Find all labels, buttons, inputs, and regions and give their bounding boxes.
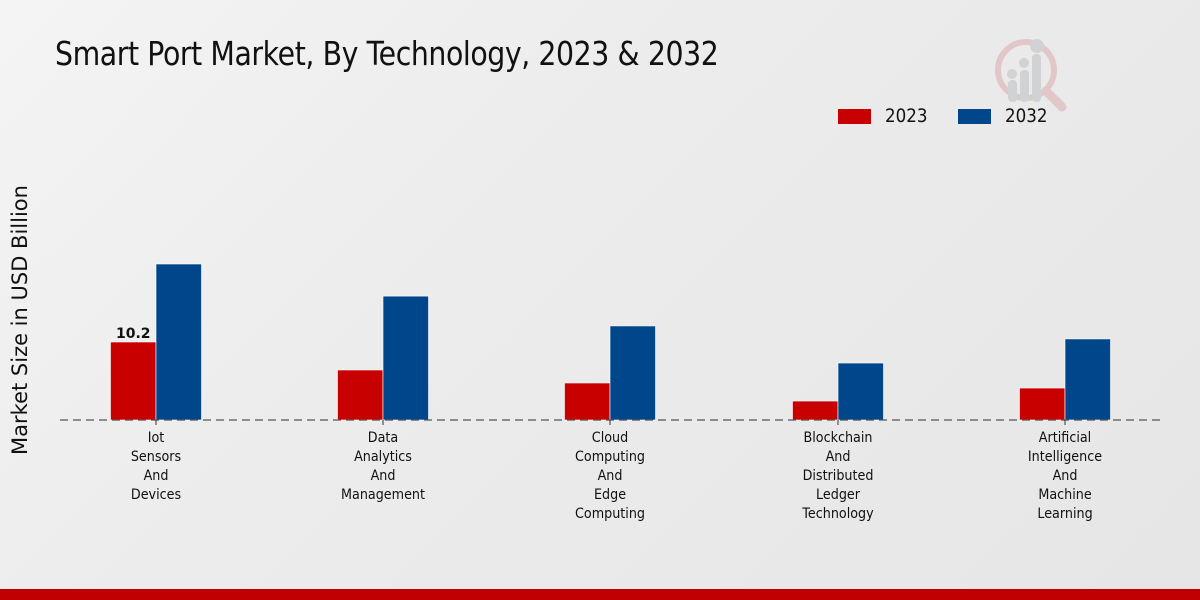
bar-2032-3: [837, 362, 884, 421]
x-tick-label-line: Devices: [131, 486, 181, 503]
x-tick-label-line: Intelligence: [1028, 448, 1102, 465]
legend-label-2032: 2032: [1005, 105, 1048, 127]
bar-2032-2: [609, 325, 656, 421]
x-tick-label: Cloud Computing And Edge Computing: [575, 429, 645, 522]
x-tick-label-line: Technology: [801, 505, 873, 522]
x-tick-label-line: And: [144, 467, 169, 484]
bar-2032-1: [382, 295, 429, 421]
data-label: 10.2: [116, 326, 151, 342]
x-tick-label: Blockchain And Distributed Ledger Technology: [801, 429, 873, 522]
x-tick-label-line: And: [598, 467, 623, 484]
x-tick-label-line: Distributed: [803, 467, 874, 484]
x-tick-label-line: Management: [341, 486, 426, 503]
legend-swatch-2023: [838, 108, 871, 124]
x-tick-label-line: Computing: [575, 505, 645, 522]
x-tick-label-line: Sensors: [131, 448, 181, 465]
x-tick-label-line: And: [1053, 467, 1078, 484]
x-tick-label: Data Analytics And Management: [341, 429, 426, 503]
x-tick-label-line: And: [371, 467, 396, 484]
legend-swatch-2032: [958, 108, 991, 124]
x-tick-label-line: Blockchain: [804, 429, 873, 446]
x-tick-label-line: Analytics: [354, 448, 412, 465]
x-tick-label-line: Machine: [1038, 486, 1091, 503]
chart-title: Smart Port Market, By Technology, 2023 &…: [55, 34, 719, 73]
x-tick-label-line: Computing: [575, 448, 645, 465]
legend-item-2032: 2032: [958, 105, 1053, 127]
bar-2023-0: [110, 341, 157, 421]
bar-2023-3: [792, 400, 839, 421]
bar-2023-2: [564, 382, 611, 421]
bar-2023-4: [1019, 387, 1066, 421]
bar-2032-0: [155, 263, 202, 421]
x-tick-label-line: Learning: [1037, 505, 1092, 522]
x-tick-label: Iot Sensors And Devices: [131, 429, 181, 503]
x-tick-label-line: And: [826, 448, 851, 465]
magnifier-chart-logo-icon: [995, 39, 1067, 112]
x-tick-label-line: Artificial: [1039, 429, 1091, 446]
x-tick-label-line: Cloud: [592, 429, 628, 446]
legend-item-2023: 2023: [838, 105, 933, 127]
x-tick-label-line: Edge: [594, 486, 626, 503]
bar-2023-1: [337, 369, 384, 421]
bar-2032-4: [1064, 338, 1111, 421]
x-tick-label-line: Ledger: [816, 486, 860, 503]
x-tick-label-line: Iot: [148, 429, 165, 446]
x-tick-label: Artificial Intelligence And Machine Learning: [1028, 429, 1102, 522]
footer-bar: [0, 589, 1200, 600]
x-tick-label-line: Data: [368, 429, 398, 446]
legend-label-2023: 2023: [885, 105, 928, 127]
